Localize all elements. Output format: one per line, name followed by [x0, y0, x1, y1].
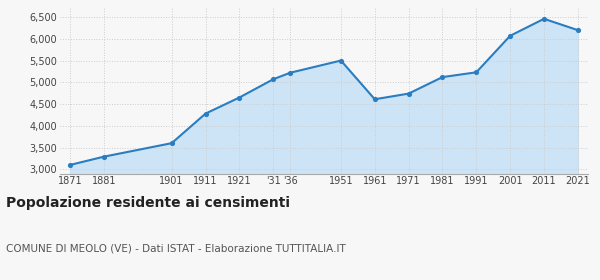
- Text: COMUNE DI MEOLO (VE) - Dati ISTAT - Elaborazione TUTTITALIA.IT: COMUNE DI MEOLO (VE) - Dati ISTAT - Elab…: [6, 244, 346, 254]
- Point: [65, 163, 75, 167]
- Point: [268, 77, 278, 81]
- Point: [167, 141, 176, 145]
- Point: [370, 97, 380, 102]
- Point: [201, 111, 211, 116]
- Point: [505, 34, 515, 38]
- Point: [235, 95, 244, 100]
- Point: [99, 154, 109, 159]
- Point: [336, 58, 346, 63]
- Point: [437, 75, 447, 79]
- Point: [286, 71, 295, 75]
- Point: [539, 17, 549, 21]
- Text: Popolazione residente ai censimenti: Popolazione residente ai censimenti: [6, 196, 290, 210]
- Point: [472, 70, 481, 74]
- Point: [573, 28, 583, 32]
- Point: [404, 91, 413, 96]
